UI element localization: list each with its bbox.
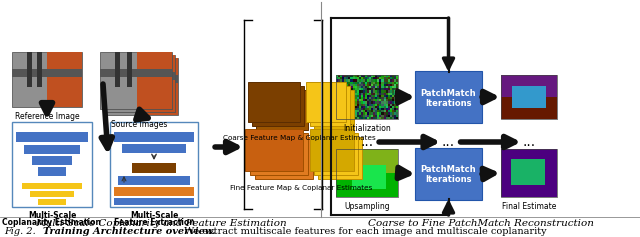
Bar [255,137,313,179]
Bar [256,90,308,130]
Bar [24,145,80,154]
Text: Fig. 2.: Fig. 2. [4,228,36,237]
Text: Coplanarity Estimation: Coplanarity Estimation [3,218,102,227]
FancyBboxPatch shape [415,71,482,123]
Text: Iterations: Iterations [425,176,472,184]
Bar [22,183,82,189]
Bar [336,75,398,119]
Bar [103,55,175,112]
Bar [314,90,354,130]
Bar [501,75,557,119]
Bar [306,82,346,122]
Text: Coarse Feature Map & Coplanar Estimates: Coarse Feature Map & Coplanar Estimates [223,135,376,141]
Text: Feature Extraction: Feature Extraction [114,218,195,227]
Text: Multi-Scale: Multi-Scale [28,211,76,220]
Bar [245,129,303,171]
Bar [252,86,304,126]
Text: ...: ... [442,135,455,149]
Bar [12,52,82,107]
Bar [248,82,300,122]
Bar [38,167,66,176]
Text: Source Images: Source Images [111,120,167,129]
Text: Training Architecture overview.: Training Architecture overview. [43,228,216,237]
Bar [118,55,123,90]
Bar [140,55,175,112]
Bar [115,52,120,87]
Text: Final Estimate: Final Estimate [502,202,556,211]
Bar [118,176,190,185]
Bar [16,132,88,142]
Bar [30,191,74,197]
Bar [106,75,178,83]
Bar [127,52,132,87]
Bar [100,69,172,77]
Bar [336,149,398,197]
Text: Multi-Scale Coplanarity and Feature Estimation: Multi-Scale Coplanarity and Feature Esti… [35,219,286,228]
Bar [250,133,308,175]
Bar [12,69,82,77]
Text: ...: ... [360,135,374,149]
Bar [37,52,42,87]
Bar [132,163,176,173]
Bar [122,144,186,153]
Bar [314,133,358,175]
Text: Upsampling: Upsampling [344,202,390,211]
Text: Reference Image: Reference Image [15,112,79,121]
Bar [310,129,354,171]
Bar [114,187,194,196]
Bar [38,199,66,205]
Bar [501,149,557,197]
FancyBboxPatch shape [110,122,198,207]
Bar [32,156,72,165]
Bar [100,52,172,109]
Text: ...: ... [522,135,536,149]
Bar [137,52,172,109]
Bar [143,58,178,115]
FancyBboxPatch shape [12,122,92,207]
Bar [114,132,194,142]
Bar [121,58,126,93]
Bar [130,55,135,90]
Bar [106,58,178,115]
Text: Fine Feature Map & Coplanar Estimates: Fine Feature Map & Coplanar Estimates [230,185,372,191]
Bar [318,137,362,179]
FancyBboxPatch shape [415,148,482,200]
Bar [133,58,138,93]
Text: PatchMatch: PatchMatch [420,88,476,97]
Text: Initialization: Initialization [343,124,391,133]
Bar [47,52,82,107]
Text: PatchMatch: PatchMatch [420,165,476,174]
Bar [310,86,350,126]
Bar [114,198,194,205]
Text: Iterations: Iterations [425,99,472,108]
Text: Coarse to Fine PatchMatch Reconstruction: Coarse to Fine PatchMatch Reconstruction [367,219,593,228]
Bar [27,52,32,87]
Bar [103,72,175,80]
Text: Multi-Scale: Multi-Scale [130,211,178,220]
Text: We extract multiscale features for each image and multiscale coplanarity: We extract multiscale features for each … [178,228,547,237]
